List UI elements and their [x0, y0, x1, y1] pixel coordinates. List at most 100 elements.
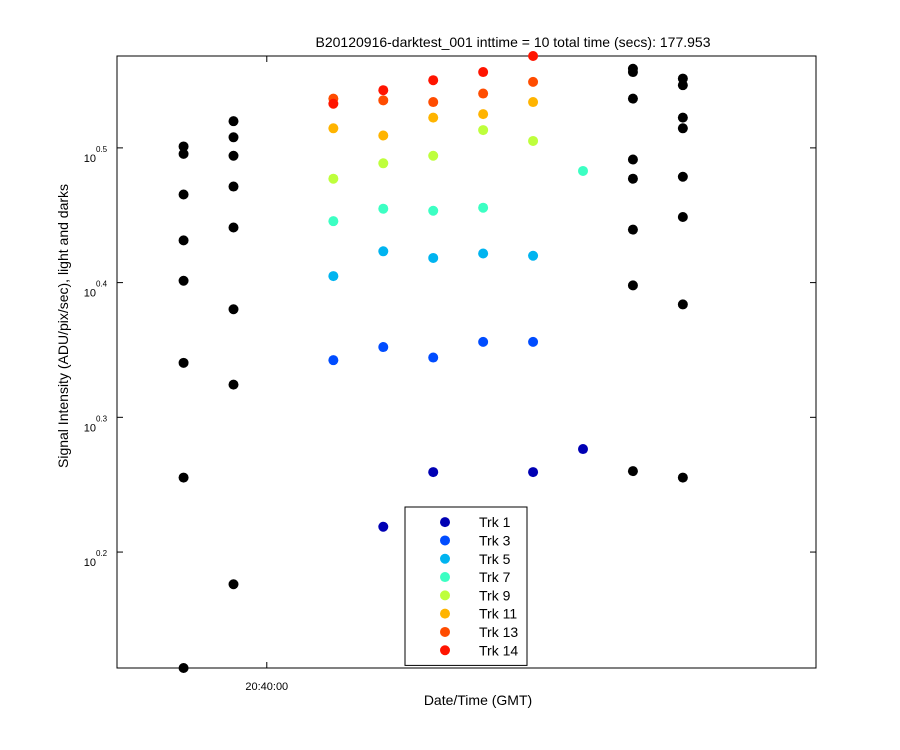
data-point: [328, 123, 339, 134]
legend-label: Trk 5: [479, 551, 511, 567]
data-point: [178, 357, 189, 368]
legend-marker: [440, 553, 450, 564]
legend-label: Trk 1: [479, 514, 511, 530]
legend-marker: [440, 608, 450, 619]
data-point: [528, 336, 539, 347]
y-tick-label: 10: [84, 422, 96, 434]
y-tick-label: 10: [84, 153, 96, 165]
legend-label: Trk 13: [479, 624, 518, 640]
y-tick-exponent: 0.3: [96, 414, 108, 423]
data-point: [178, 472, 189, 483]
data-point: [178, 141, 189, 152]
data-point: [378, 85, 389, 96]
data-point: [528, 250, 539, 261]
data-point: [677, 171, 688, 182]
data-point: [178, 148, 189, 159]
data-point: [528, 51, 539, 61]
data-point: [178, 189, 189, 200]
data-point: [228, 150, 239, 161]
x-tick-label: 20:40:00: [245, 681, 288, 693]
legend-marker: [440, 572, 450, 583]
legend-marker: [440, 590, 450, 601]
data-point: [178, 235, 189, 246]
data-point: [627, 173, 638, 184]
legend-label: Trk 11: [479, 606, 517, 622]
data-point: [428, 150, 439, 161]
data-point: [528, 76, 539, 87]
legend-marker: [440, 517, 450, 528]
data-point: [428, 112, 439, 123]
data-point: [528, 135, 539, 146]
legend: Trk 1 Trk 3 Trk 5 Trk 7 Trk 9 Trk 11 Trk 13 Trk…: [404, 506, 528, 666]
data-point: [428, 75, 439, 86]
data-point: [478, 336, 489, 347]
legend-label: Trk 14: [479, 642, 518, 658]
y-tick-label: 10: [84, 288, 96, 300]
data-point: [478, 67, 489, 78]
data-point: [428, 352, 439, 363]
data-point: [228, 132, 239, 143]
x-axis-label: Date/Time (GMT): [424, 692, 532, 708]
data-point: [677, 123, 688, 134]
data-point: [428, 97, 439, 108]
data-point: [627, 224, 638, 235]
legend-marker: [440, 645, 450, 656]
data-point: [378, 521, 389, 532]
data-point: [627, 93, 638, 104]
data-point: [627, 466, 638, 477]
y-tick-exponent: 0.4: [96, 280, 108, 289]
data-point: [677, 299, 688, 310]
data-point: [378, 95, 389, 106]
data-point: [228, 116, 239, 127]
y-tick-exponent: 0.5: [96, 145, 108, 154]
data-point: [178, 275, 189, 286]
data-point: [627, 280, 638, 291]
data-point: [478, 109, 489, 120]
data-point: [528, 97, 539, 108]
data-point: [578, 444, 588, 455]
data-point: [578, 165, 588, 176]
data-point: [228, 304, 239, 315]
data-point: [228, 222, 239, 233]
data-point: [378, 246, 389, 257]
data-point: [677, 472, 688, 483]
data-point: [528, 467, 539, 478]
legend-label: Trk 3: [479, 532, 511, 548]
chart-title: B20120916-darktest_001 inttime = 10 tota…: [316, 34, 711, 50]
data-point: [228, 181, 239, 192]
data-point: [228, 379, 239, 390]
data-point: [478, 248, 489, 259]
data-point: [328, 355, 339, 366]
data-point: [677, 73, 688, 84]
y-tick-label: 10: [84, 557, 96, 569]
data-point: [428, 467, 439, 478]
data-point: [328, 216, 339, 227]
data-points: [178, 51, 688, 673]
data-point: [378, 342, 389, 353]
legend-label: Trk 7: [479, 569, 511, 585]
legend-label: Trk 9: [479, 587, 511, 603]
data-point: [677, 112, 688, 123]
data-point: [428, 252, 439, 263]
data-point: [228, 579, 239, 590]
data-point: [328, 173, 339, 184]
y-axis-label: Signal Intensity (ADU/pix/sec), light an…: [55, 184, 71, 468]
data-point: [328, 98, 339, 109]
data-point: [627, 154, 638, 165]
data-point: [378, 158, 389, 169]
data-point: [677, 211, 688, 222]
data-point: [378, 203, 389, 214]
legend-marker: [440, 626, 450, 637]
y-tick-exponent: 0.2: [96, 549, 108, 558]
data-point: [627, 67, 638, 78]
legend-marker: [440, 535, 450, 546]
legend-box: [404, 506, 528, 666]
data-point: [428, 205, 439, 216]
data-point: [378, 130, 389, 141]
data-point: [478, 202, 489, 213]
data-point: [328, 271, 339, 282]
data-point: [478, 125, 489, 136]
data-point: [478, 88, 489, 99]
